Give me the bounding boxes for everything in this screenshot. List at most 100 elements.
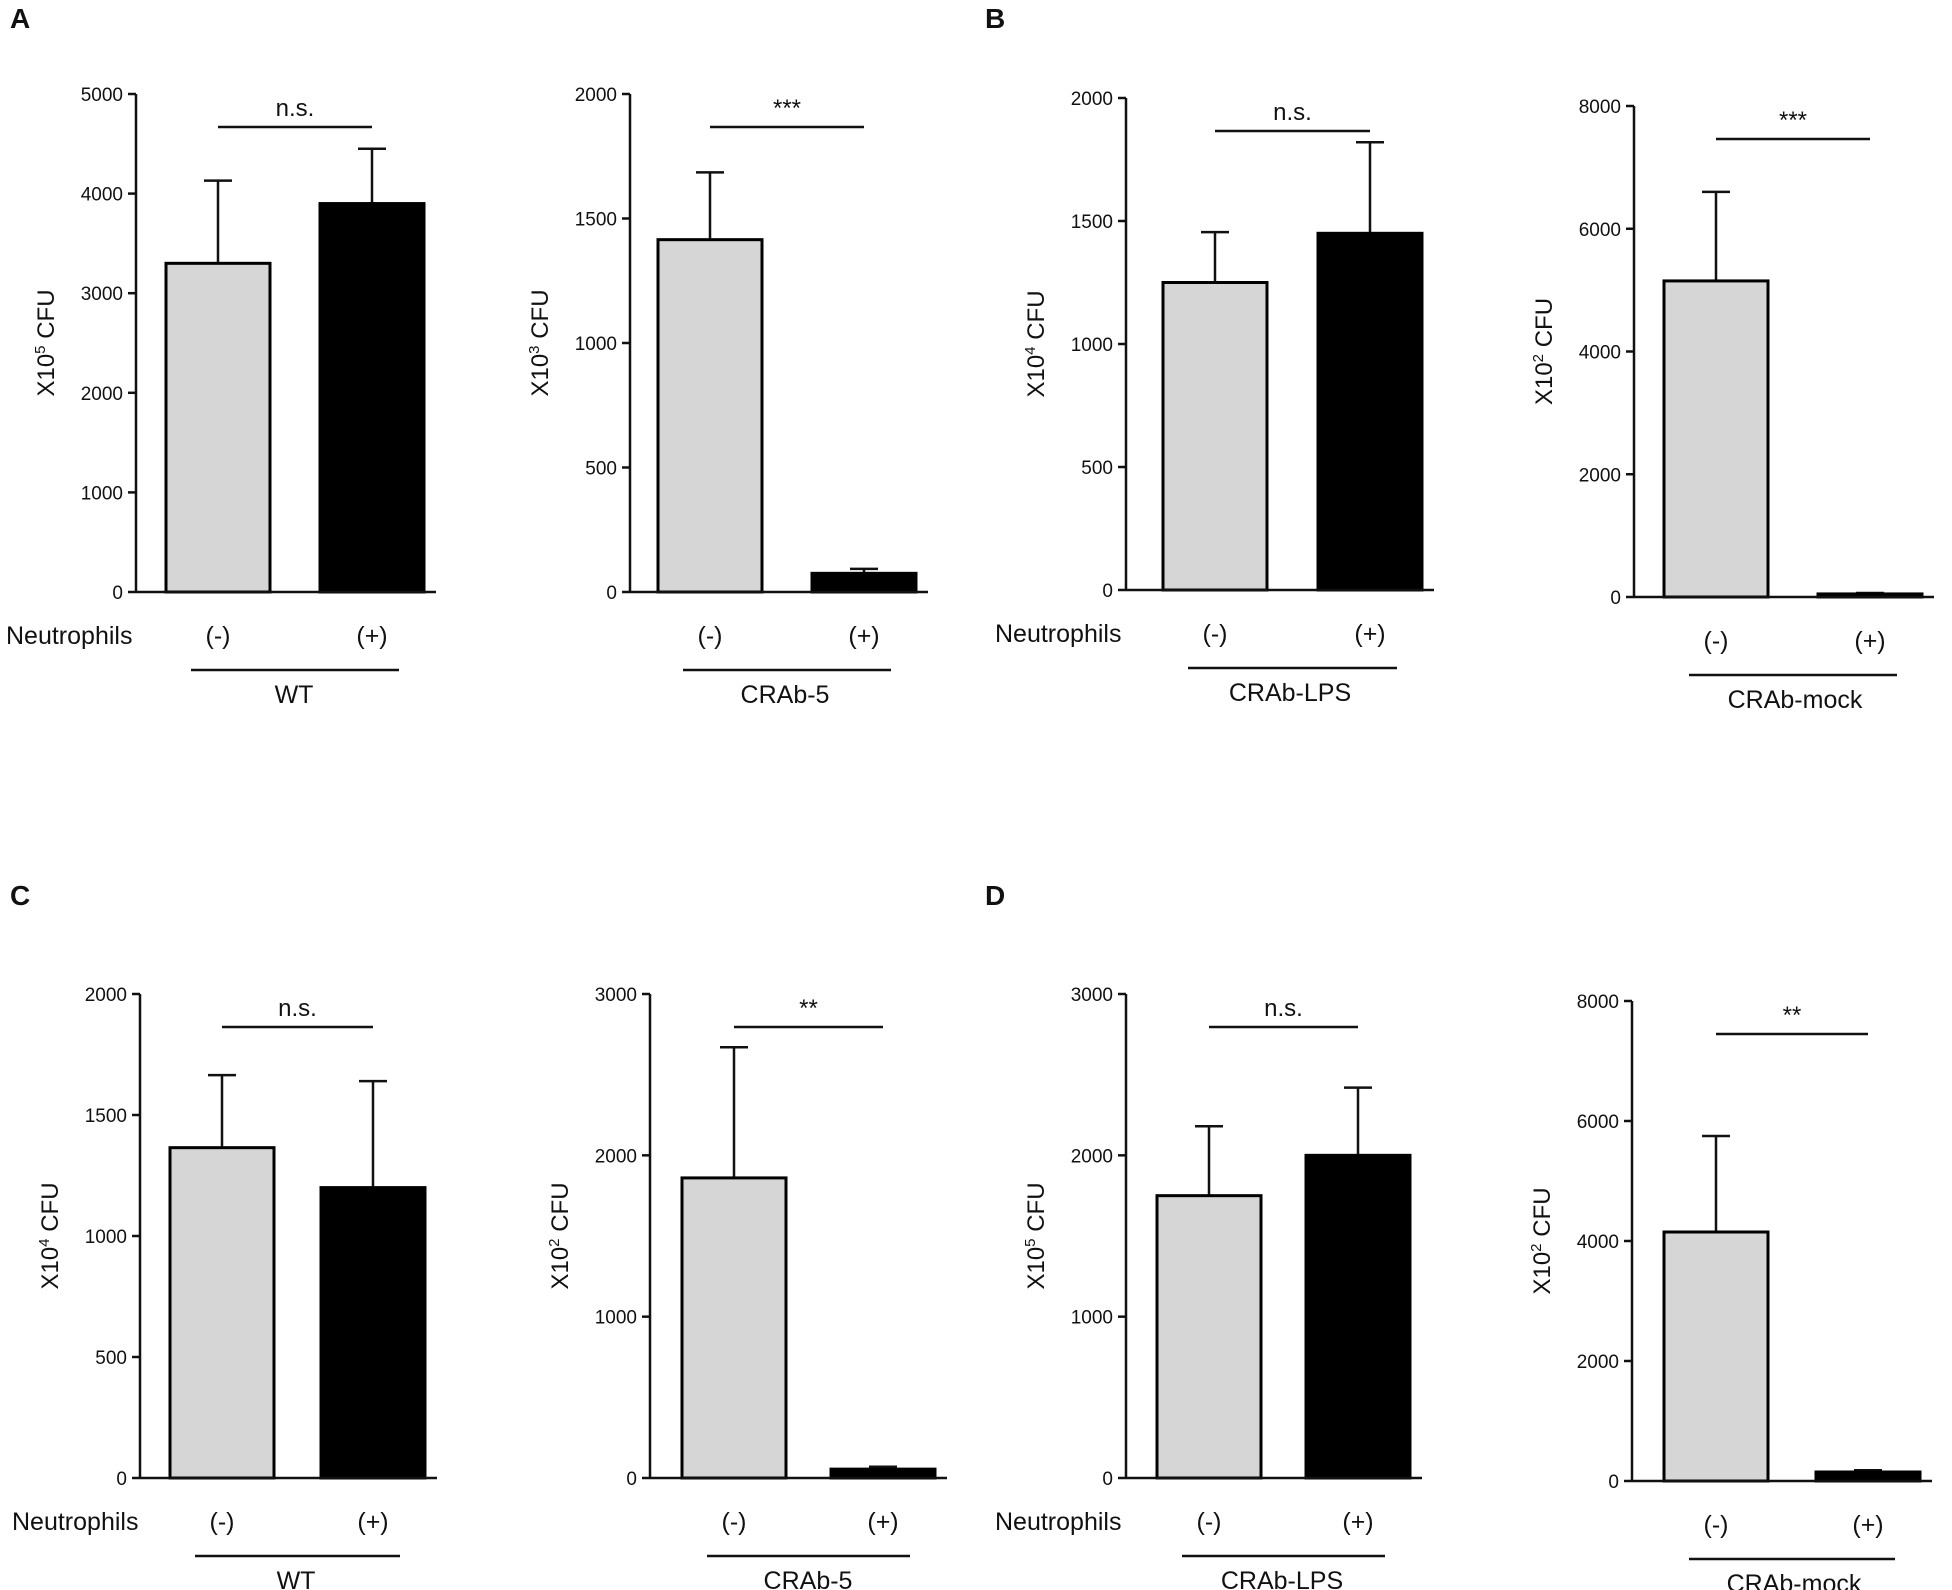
panel-letter-b: B: [985, 3, 1005, 34]
y-tick-label: 500: [585, 459, 617, 480]
y-tick-label: 8000: [1579, 97, 1621, 118]
y-tick-label: 2000: [1577, 1352, 1619, 1373]
y-tick-label: 500: [95, 1348, 127, 1369]
category-label: (+): [867, 1508, 898, 1536]
y-tick-label: 1000: [595, 1308, 637, 1329]
chart-6: 0 1000 2000 3000 X102 CFU (-) (+) ** CRAb-5: [546, 985, 947, 1590]
bar-control: [680, 1176, 788, 1480]
y-tick-label: 1500: [85, 1106, 127, 1127]
category-label: (-): [1203, 620, 1228, 648]
y-tick-label: 0: [1610, 588, 1621, 609]
y-axis-title: X102 CFU: [1530, 298, 1558, 405]
y-tick-label: 0: [1102, 581, 1113, 602]
chart-1: 0 1000 2000 3000 4000 5000 X105 CFU (-) (+) n.s. W…: [6, 85, 436, 709]
bar-control: [1662, 1230, 1770, 1483]
group-label: CRAb-5: [764, 1567, 853, 1590]
y-tick-label: 1500: [575, 210, 617, 231]
bar-treated: [319, 1186, 427, 1480]
chart-7: 0 1000 2000 3000 X105 CFU (-) (+) n.s. CRAb-LPS N…: [995, 985, 1422, 1590]
y-tick-label: 4000: [81, 185, 123, 206]
group-label: WT: [277, 1567, 316, 1590]
y-tick-label: 2000: [1579, 465, 1621, 486]
y-tick-label: 2000: [575, 85, 617, 106]
significance-label: ***: [1779, 107, 1807, 134]
neutrophils-label: Neutrophils: [995, 620, 1121, 648]
group-label: CRAb-mock: [1728, 686, 1863, 714]
category-label: (+): [357, 1508, 388, 1536]
category-label: (+): [1342, 1508, 1373, 1536]
y-tick-label: 0: [112, 583, 123, 604]
y-tick-label: 8000: [1577, 992, 1619, 1013]
panel-letter-d: D: [985, 880, 1005, 911]
y-tick-label: 2000: [1071, 89, 1113, 110]
y-tick-label: 4000: [1579, 343, 1621, 364]
y-tick-label: 6000: [1579, 220, 1621, 241]
y-tick-label: 1000: [1071, 335, 1113, 356]
category-label: (+): [356, 622, 387, 650]
y-axis-title: X105 CFU: [1022, 1182, 1050, 1289]
neutrophils-label: Neutrophils: [6, 622, 132, 650]
y-tick-label: 1500: [1071, 212, 1113, 233]
neutrophils-label: Neutrophils: [12, 1508, 138, 1536]
bar-control: [656, 238, 764, 594]
bar-control: [168, 1146, 276, 1480]
y-tick-label: 3000: [81, 284, 123, 305]
y-tick-label: 0: [1102, 1469, 1113, 1490]
y-tick-label: 4000: [1577, 1232, 1619, 1253]
bar-treated: [810, 571, 918, 594]
category-label: (-): [1704, 1511, 1729, 1539]
y-tick-label: 5000: [81, 85, 123, 106]
bar-treated: [829, 1467, 937, 1480]
y-tick-label: 3000: [1071, 985, 1113, 1006]
category-label: (-): [1704, 627, 1729, 655]
y-tick-label: 2000: [81, 384, 123, 405]
y-tick-label: 0: [1608, 1472, 1619, 1493]
group-label: CRAb-mock: [1727, 1570, 1862, 1590]
y-tick-label: 1000: [81, 483, 123, 504]
category-label: (-): [210, 1508, 235, 1536]
significance-label: n.s.: [1273, 99, 1312, 126]
category-label: (-): [1197, 1508, 1222, 1536]
significance-label: n.s.: [276, 95, 315, 122]
chart-3: 0 500 1000 1500 2000 X104 CFU (-) (+) n.s. CRAb-L…: [995, 89, 1434, 707]
group-label: WT: [275, 681, 314, 709]
y-axis-title: X104 CFU: [1022, 290, 1050, 397]
y-tick-label: 0: [606, 583, 617, 604]
significance-label: n.s.: [1264, 995, 1303, 1022]
bar-control: [164, 261, 272, 594]
y-tick-label: 6000: [1577, 1112, 1619, 1133]
bar-treated: [1304, 1153, 1412, 1480]
chart-8: 0 2000 4000 6000 8000 X102 CFU (-) (+) ** CRAb-mo…: [1528, 992, 1932, 1590]
category-label: (+): [1354, 620, 1385, 648]
y-tick-label: 500: [1081, 458, 1113, 479]
group-label: CRAb-LPS: [1221, 1567, 1343, 1590]
y-tick-label: 3000: [595, 985, 637, 1006]
category-label: (-): [722, 1508, 747, 1536]
category-label: (+): [1852, 1511, 1883, 1539]
bar-control: [1662, 279, 1770, 599]
bar-treated: [318, 202, 426, 594]
significance-label: n.s.: [278, 995, 317, 1022]
chart-4: 0 2000 4000 6000 8000 X102 CFU (-) (+) *** CRAb-m…: [1530, 97, 1934, 714]
y-tick-label: 1000: [1071, 1308, 1113, 1329]
y-tick-label: 2000: [595, 1146, 637, 1167]
category-label: (+): [848, 622, 879, 650]
category-label: (-): [698, 622, 723, 650]
category-label: (-): [206, 622, 231, 650]
y-axis-title: X102 CFU: [1528, 1187, 1556, 1294]
y-axis-title: X105 CFU: [32, 289, 60, 396]
y-tick-label: 1000: [575, 334, 617, 355]
chart-2: 0 500 1000 1500 2000 X103 CFU (-) (+) *** CRAb-5: [526, 85, 928, 709]
y-tick-label: 1000: [85, 1227, 127, 1248]
y-axis-title: X102 CFU: [546, 1182, 574, 1289]
category-label: (+): [1854, 627, 1885, 655]
group-label: CRAb-LPS: [1229, 679, 1351, 707]
panel-letter-a: A: [10, 3, 30, 34]
chart-5: 0 500 1000 1500 2000 X104 CFU (-) (+) n.s. WT Neut…: [12, 985, 437, 1590]
neutrophils-label: Neutrophils: [995, 1508, 1121, 1536]
y-axis-title: X103 CFU: [526, 289, 554, 396]
significance-label: **: [1783, 1002, 1802, 1029]
y-tick-label: 0: [116, 1469, 127, 1490]
